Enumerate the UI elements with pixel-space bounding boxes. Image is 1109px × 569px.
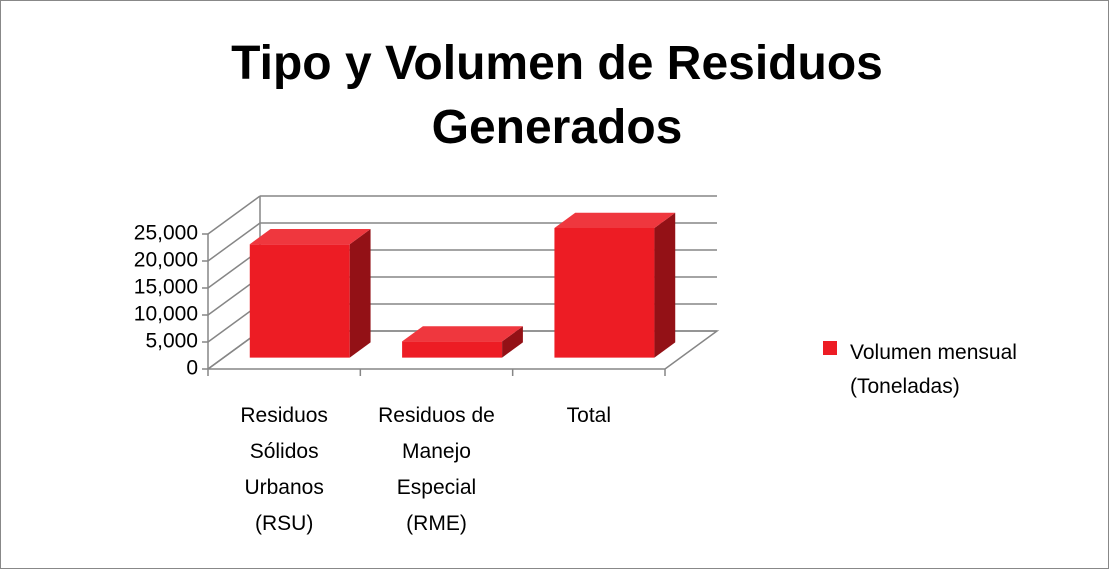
grid-line [207, 222, 261, 262]
y-tick-label: 25,000 [134, 222, 198, 245]
bar-side [502, 326, 523, 358]
bar [554, 212, 676, 358]
y-tick-label: 15,000 [134, 276, 198, 299]
bar [402, 326, 523, 358]
bar-front [554, 228, 655, 358]
bar [249, 229, 371, 358]
grid-line [207, 195, 261, 235]
y-tick-label: 0 [186, 357, 198, 380]
bar-top [402, 326, 523, 342]
legend-swatch [823, 341, 837, 355]
bar-front [249, 244, 350, 358]
bar-side [349, 229, 371, 358]
y-tick-label: 10,000 [134, 303, 198, 326]
bar-side [654, 212, 676, 358]
bar-front [402, 341, 503, 358]
bar-top [249, 229, 371, 245]
chart-title: Tipo y Volumen de Residuos Generados [231, 37, 883, 154]
y-tick-label: 20,000 [134, 249, 198, 272]
y-tick-label: 5,000 [145, 330, 198, 353]
legend-label: Volumen mensual (Toneladas) [850, 341, 1017, 398]
x-tick-label: Residuos Sólidos Urbanos (RSU) [240, 404, 328, 535]
x-tick-label: Residuos de Manejo Especial (RME) [378, 404, 495, 535]
bar-top [554, 212, 676, 228]
x-tick-label: Total [566, 404, 611, 427]
